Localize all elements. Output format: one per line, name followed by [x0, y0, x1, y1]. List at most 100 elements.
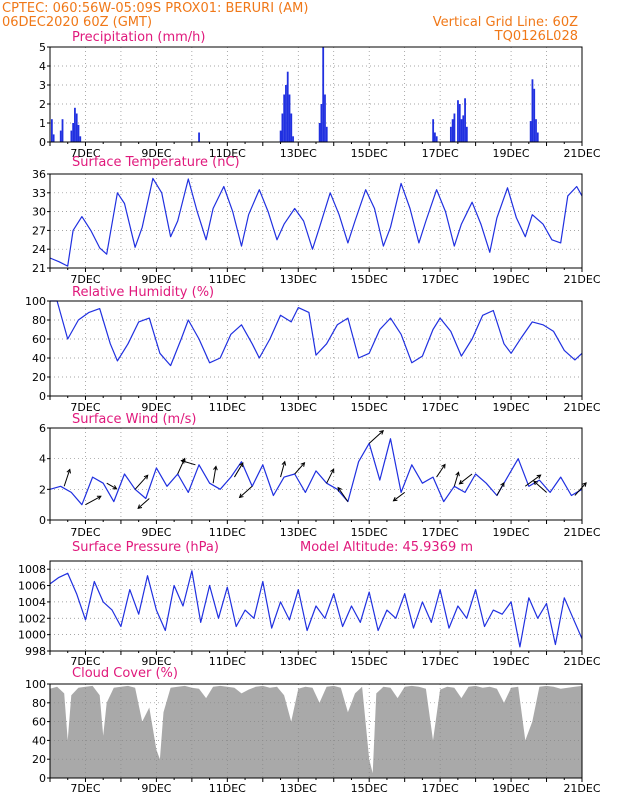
precip-bar	[77, 124, 80, 142]
precip-bar	[72, 123, 75, 142]
precip-bar	[325, 126, 328, 142]
y-tick-label: 100	[25, 678, 46, 691]
wind-arrow	[85, 495, 102, 506]
wind-arrow-head	[458, 479, 464, 485]
precip-bar	[435, 136, 438, 142]
precip-bar	[529, 121, 532, 142]
wind-arrow	[393, 491, 405, 502]
precip-bar	[74, 107, 76, 142]
x-tick-label: 21DEC	[563, 401, 600, 414]
y-tick-label: 33	[32, 187, 46, 200]
wind-arrow	[212, 466, 217, 484]
precip-bar	[449, 126, 452, 142]
precip-bar	[50, 119, 53, 142]
y-tick-label: 27	[32, 224, 46, 237]
plot-frame	[49, 560, 583, 652]
wind-arrow	[533, 480, 547, 493]
x-tick-label: 21DEC	[563, 526, 600, 539]
series-line	[50, 300, 583, 367]
x-tick-label: 17DEC	[422, 401, 459, 414]
y-tick-label: 2	[39, 483, 46, 496]
y-tick-label: 30	[32, 206, 46, 219]
x-tick-label: 13DEC	[280, 526, 317, 539]
x-tick-label: 19DEC	[493, 782, 530, 795]
x-tick-label: 13DEC	[280, 782, 317, 795]
x-tick-label: 9DEC	[141, 782, 171, 795]
y-tick-label: 100	[25, 295, 46, 308]
y-tick-label: 0	[39, 772, 46, 785]
wind-arrow	[524, 474, 541, 487]
x-tick-label: 21DEC	[563, 782, 600, 795]
precip-bar	[288, 94, 291, 142]
x-tick-label: 11DEC	[209, 782, 246, 795]
y-tick-label: 5	[39, 41, 46, 54]
y-tick-label: 60	[32, 333, 46, 346]
x-tick-label: 9DEC	[141, 526, 171, 539]
x-tick-label: 17DEC	[422, 782, 459, 795]
y-tick-label: 40	[32, 352, 46, 365]
wind-arrow	[239, 485, 253, 498]
header-vertical-grid-label: Vertical Grid Line: 60Z	[433, 15, 578, 30]
wind-arrow-head	[213, 465, 218, 471]
precip-bar	[61, 119, 64, 142]
y-tick-label: 4	[39, 60, 46, 73]
y-tick-label: 1002	[18, 612, 46, 625]
y-tick-label: 36	[32, 168, 46, 181]
precip-bar	[281, 113, 284, 142]
x-tick-label: 21DEC	[563, 147, 600, 160]
wind-arrow	[181, 460, 196, 466]
wind-arrow-head	[281, 460, 287, 466]
wind-arrow-head	[582, 482, 587, 487]
x-tick-label: 7DEC	[70, 273, 100, 286]
panel-4: 998 1000 1002 1004 1006 1008 7DEC 9DEC 11DEC 13DE…	[18, 540, 601, 668]
wind-arrow	[574, 482, 587, 496]
wind-arrow	[459, 473, 473, 485]
wind-arrow-head	[379, 430, 384, 435]
x-tick-label: 13DEC	[280, 273, 317, 286]
plot-frame	[49, 46, 583, 143]
wind-arrow	[63, 469, 71, 487]
x-tick-label: 11DEC	[209, 273, 246, 286]
wind-arrow	[106, 482, 117, 490]
panel-title: Surface Temperature (nC)	[72, 155, 240, 170]
x-tick-label: 15DEC	[351, 782, 388, 795]
y-tick-label: 6	[39, 422, 46, 435]
y-tick-label: 80	[32, 314, 46, 327]
precip-bar	[533, 88, 536, 142]
precip-bar	[52, 134, 55, 142]
wind-arrow-head	[337, 486, 342, 492]
wind-arrow-head	[239, 462, 244, 468]
y-tick-label: 21	[32, 262, 46, 275]
x-tick-label: 17DEC	[422, 147, 459, 160]
wind-arrow-head	[96, 495, 102, 500]
x-tick-label: 19DEC	[493, 273, 530, 286]
x-tick-label: 15DEC	[351, 273, 388, 286]
precip-bar	[290, 113, 293, 142]
precip-bar	[75, 113, 78, 142]
header: CPTEC: 060:56W-05:09S PROX01: BERURI (AM…	[2, 1, 578, 44]
plot-frame	[49, 683, 583, 779]
wind-arrow	[326, 468, 335, 484]
x-tick-label: 9DEC	[141, 147, 171, 160]
wind-arrow-head	[536, 474, 542, 479]
panel-5: 0 20 40 60 80 100 7DEC 9DEC 11DEC 13DEC 15DEC 17DEC…	[25, 666, 601, 795]
wind-arrow-head	[300, 462, 306, 467]
precip-bar	[451, 119, 454, 142]
y-tick-label: 3	[39, 79, 46, 92]
wind-arrow-head	[392, 496, 398, 502]
model-altitude-annotation: Model Altitude: 45.9369 m	[300, 540, 473, 555]
wind-arrow-head	[238, 493, 244, 499]
x-tick-label: 7DEC	[70, 526, 100, 539]
series-line	[49, 570, 583, 648]
x-tick-label: 13DEC	[280, 401, 317, 414]
precip-bar	[59, 130, 62, 142]
y-tick-label: 0	[39, 136, 46, 149]
wind-arrow	[233, 462, 244, 478]
cloud-cover-area	[50, 685, 582, 778]
y-tick-label: 20	[32, 371, 46, 384]
x-tick-label: 19DEC	[493, 655, 530, 668]
y-tick-label: 998	[25, 645, 46, 658]
x-tick-label: 9DEC	[141, 273, 171, 286]
wind-arrow-head	[143, 474, 149, 480]
y-tick-label: 20	[32, 753, 46, 766]
